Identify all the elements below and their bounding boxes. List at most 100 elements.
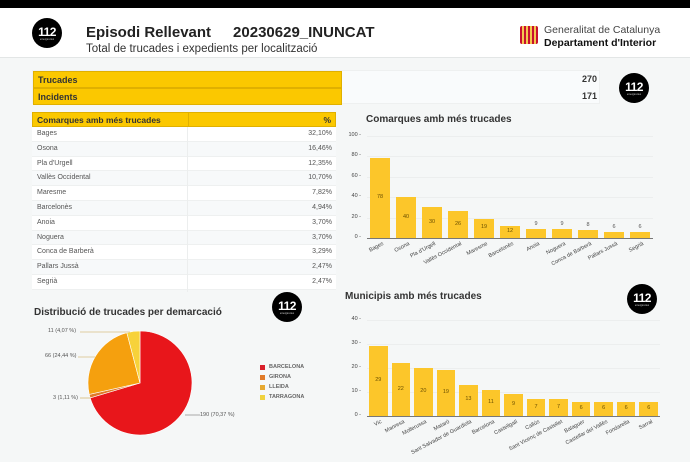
logo-112-icon: 112 emergències <box>619 73 649 103</box>
logo-112-icon: 112 emergències <box>32 18 62 48</box>
table-row: Pla d'Urgell 12,35% <box>32 157 336 172</box>
comarca-name: Anoia <box>37 218 55 226</box>
legend-tarragona: TARRAGONA <box>260 394 304 404</box>
comarca-pct: 32,10% <box>308 130 332 137</box>
comarca-pct: 2,47% <box>312 263 332 271</box>
gridline <box>367 392 660 393</box>
bar: 11 <box>481 389 501 416</box>
page-subtitle: Total de trucades i expedients per local… <box>86 43 318 55</box>
y-tick-label: 20 - <box>351 364 361 370</box>
pie-label-barcelona: 190 (70,37 %) <box>200 412 235 418</box>
table-row: Maresme 7,82% <box>32 186 336 201</box>
pie-slice <box>87 332 141 395</box>
senyera-icon <box>520 26 538 44</box>
legend-barcelona: BARCELONA <box>260 364 304 374</box>
top-bar <box>0 0 690 8</box>
pie-legend: BARCELONA GIRONA LLEIDA TARRAGONA <box>260 364 304 404</box>
gridline <box>367 344 660 345</box>
bar: 78 <box>370 158 390 238</box>
gridline <box>367 197 653 199</box>
pie-label-lleida: 66 (24,44 %) <box>45 353 77 359</box>
bar: 6 <box>594 401 613 416</box>
pie-slice <box>89 330 193 436</box>
bar: 19 <box>474 218 494 238</box>
legend-lleida: LLEIDA <box>260 384 304 394</box>
pie-label-girona: 3 (1,11 %) <box>53 395 78 401</box>
y-tick-label: 40 - <box>351 193 361 200</box>
gridline <box>367 320 660 321</box>
logo-112-icon: 112 emergències <box>272 292 302 322</box>
comarca-pct: 3,29% <box>312 248 332 256</box>
comarca-name: Osona <box>37 144 58 152</box>
table-row: Osona 16,46% <box>32 141 336 157</box>
comarca-name: Vallès Occidental <box>37 174 91 182</box>
table-row: Anoia 3,70% <box>32 216 336 231</box>
bar: 6 <box>616 401 636 416</box>
comarca-pct: 4,94% <box>312 203 332 211</box>
episode-title: Episodi Rellevant <box>86 24 212 41</box>
y-tick-label: 30 - <box>351 340 361 346</box>
chart-municipis: 0 -10 -20 -30 -40 -29 Vic 22 Manresa 20 Molle… <box>345 310 665 460</box>
chart-pie-title: Distribució de trucades per demarcació <box>34 307 222 318</box>
table-row: Vallès Occidental 10,70% <box>32 171 336 187</box>
gridline <box>367 136 653 137</box>
bar: 9 <box>526 221 546 238</box>
comarca-pct: 16,46% <box>308 144 332 152</box>
table-row: Pallars Jussà 2,47% <box>32 260 336 275</box>
pie-label-tarragona: 11 (4,07 %) <box>48 328 77 334</box>
gridline <box>367 217 653 219</box>
comarca-pct: 12,35% <box>308 159 332 167</box>
table-header: Comarques amb més trucades % <box>32 112 336 127</box>
episode-code: 20230629_INUNCAT <box>233 24 375 41</box>
bar: 6 <box>571 401 591 416</box>
comarca-name: Conca de Barberà <box>37 248 94 256</box>
y-tick-label: 10 - <box>351 388 361 394</box>
comarca-pct: 10,70% <box>308 174 332 182</box>
comarca-name: Bages <box>37 130 57 137</box>
gridline <box>367 176 653 178</box>
bar: 30 <box>422 207 442 238</box>
comarques-table: Comarques amb més trucades % Bages 32,10%… <box>32 112 336 292</box>
comarca-name: Pallars Jussà <box>37 263 79 271</box>
y-tick-label: 100 - <box>348 132 361 138</box>
bar: 22 <box>391 363 411 416</box>
bar: 29 <box>369 346 388 416</box>
comarca-pct: 7,82% <box>312 189 332 197</box>
chart-municipis-title: Municipis amb més trucades <box>345 291 482 302</box>
y-tick-label: 20 - <box>351 213 361 220</box>
bar: 7 <box>526 399 546 416</box>
table-row: Noguera 3,70% <box>32 230 336 246</box>
bar: 40 <box>396 197 416 238</box>
chart-comarques: 0 -20 -40 -60 -80 -100 -78 Bages 40 Osona 30… <box>345 130 655 280</box>
comarca-pct: 3,70% <box>312 218 332 226</box>
y-tick-label: 80 - <box>351 152 361 159</box>
table-row: Barcelonès 4,94% <box>32 200 336 216</box>
bar: 12 <box>500 225 520 238</box>
table-row: Bages 32,10% <box>32 127 336 142</box>
bar: 6 <box>604 224 624 238</box>
pie-chart <box>78 330 200 436</box>
comarca-name: Noguera <box>37 233 64 241</box>
bar: 19 <box>436 370 456 416</box>
bar: 6 <box>639 401 658 416</box>
y-tick-label: 60 - <box>351 172 361 179</box>
y-tick-label: 40 - <box>351 316 361 322</box>
bar: 9 <box>552 221 572 238</box>
kpi-panel: Trucades 270 Incidents 171 <box>32 70 600 105</box>
legend-girona: GIRONA <box>260 374 304 384</box>
bar: 26 <box>448 211 468 238</box>
y-tick-label: 0 - <box>354 412 361 418</box>
gridline <box>367 156 653 158</box>
bar: 6 <box>630 224 650 238</box>
bar: 8 <box>578 222 598 238</box>
table-row: Conca de Barberà 3,29% <box>32 245 336 261</box>
bar: 13 <box>459 384 478 416</box>
comarca-name: Segrià <box>37 277 58 285</box>
table-row: Segrià 2,47% <box>32 275 336 290</box>
pie-slice <box>126 330 141 384</box>
comarca-pct: 2,47% <box>312 277 332 285</box>
page-title: Episodi Rellevant 20230629_INUNCAT <box>86 24 375 41</box>
comarca-name: Barcelonès <box>37 203 73 211</box>
logo-112-icon: 112 emergències <box>627 284 657 314</box>
bar: 20 <box>414 368 433 416</box>
